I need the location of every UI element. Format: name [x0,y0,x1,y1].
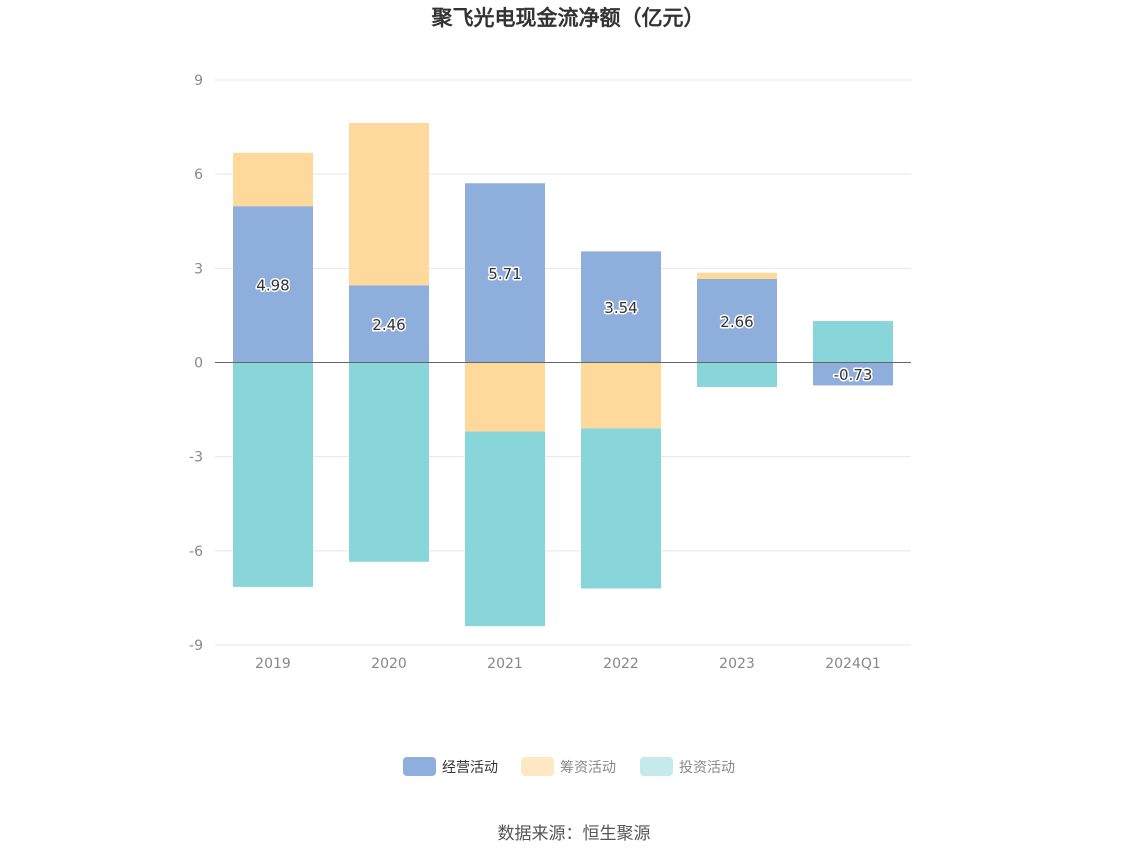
legend-label-1[interactable]: 筹资活动 [560,759,616,776]
bar-2020-series-2[interactable] [349,362,429,562]
y-tick-label: 3 [194,261,203,277]
bar-2022-series-2[interactable] [581,428,661,589]
legend[interactable]: 经营活动 筹资活动 投资活动 [403,757,735,776]
bar-2024Q1-series-2[interactable] [813,321,893,363]
bar-2022-series-1[interactable] [581,362,661,429]
bar-2021-series-2[interactable] [465,431,545,627]
y-tick-label: -9 [189,638,203,654]
legend-label-2[interactable]: 投资活动 [679,760,735,776]
legend-swatch-1[interactable] [521,757,554,776]
bar-2019-series-0[interactable] [233,206,313,363]
x-tick-label: 2019 [255,656,291,672]
legend-swatch-0[interactable] [403,757,436,776]
bar-2020-series-1[interactable] [349,123,429,286]
y-tick-label: 9 [194,73,203,89]
bar-2022-series-0[interactable] [581,251,661,363]
bar-2020-series-0[interactable] [349,285,429,363]
bar-2021-series-1[interactable] [465,362,545,432]
legend-label-0[interactable]: 经营活动 [442,760,498,776]
grid-lines [215,79,911,646]
data-label-2019: 4.98 [256,276,289,294]
bar-2023-series-1[interactable] [697,272,777,280]
x-tick-label: 2020 [371,656,407,672]
x-tick-label: 2023 [719,656,755,672]
data-label-2021: 5.71 [488,265,521,283]
data-label-2020: 2.46 [372,316,405,334]
x-tick-label: 2022 [603,656,639,672]
y-axis: 9 6 3 0 -3 -6 -9 [189,73,203,654]
bar-2023-series-0[interactable] [697,279,777,363]
legend-swatch-2[interactable] [640,757,673,776]
x-axis: 2019 2020 2021 2022 2023 2024Q1 [255,656,881,672]
data-label-2024Q1: -0.73 [834,366,873,384]
data-label-2022: 3.54 [604,299,637,317]
y-tick-label: 6 [194,167,203,183]
chart-title: 聚飞光电现金流净额（亿元） [431,6,705,30]
x-tick-label: 2021 [487,656,523,672]
bars [233,123,893,627]
y-tick-label: 0 [194,356,203,372]
bar-2019-series-2[interactable] [233,362,313,587]
data-labels: 4.98 2.46 5.71 3.54 2.66 -0.73 [255,263,874,385]
bar-2019-series-1[interactable] [233,152,313,207]
x-tick-label: 2024Q1 [825,656,881,672]
y-tick-label: -3 [189,450,203,466]
source-note: 数据来源：恒生聚源 [498,824,651,844]
bar-2021-series-0[interactable] [465,183,545,363]
bar-2023-series-2[interactable] [697,362,777,387]
y-tick-label: -6 [189,544,203,560]
bar-2024Q1-series-0[interactable] [813,362,893,386]
data-label-2023: 2.66 [720,313,753,331]
